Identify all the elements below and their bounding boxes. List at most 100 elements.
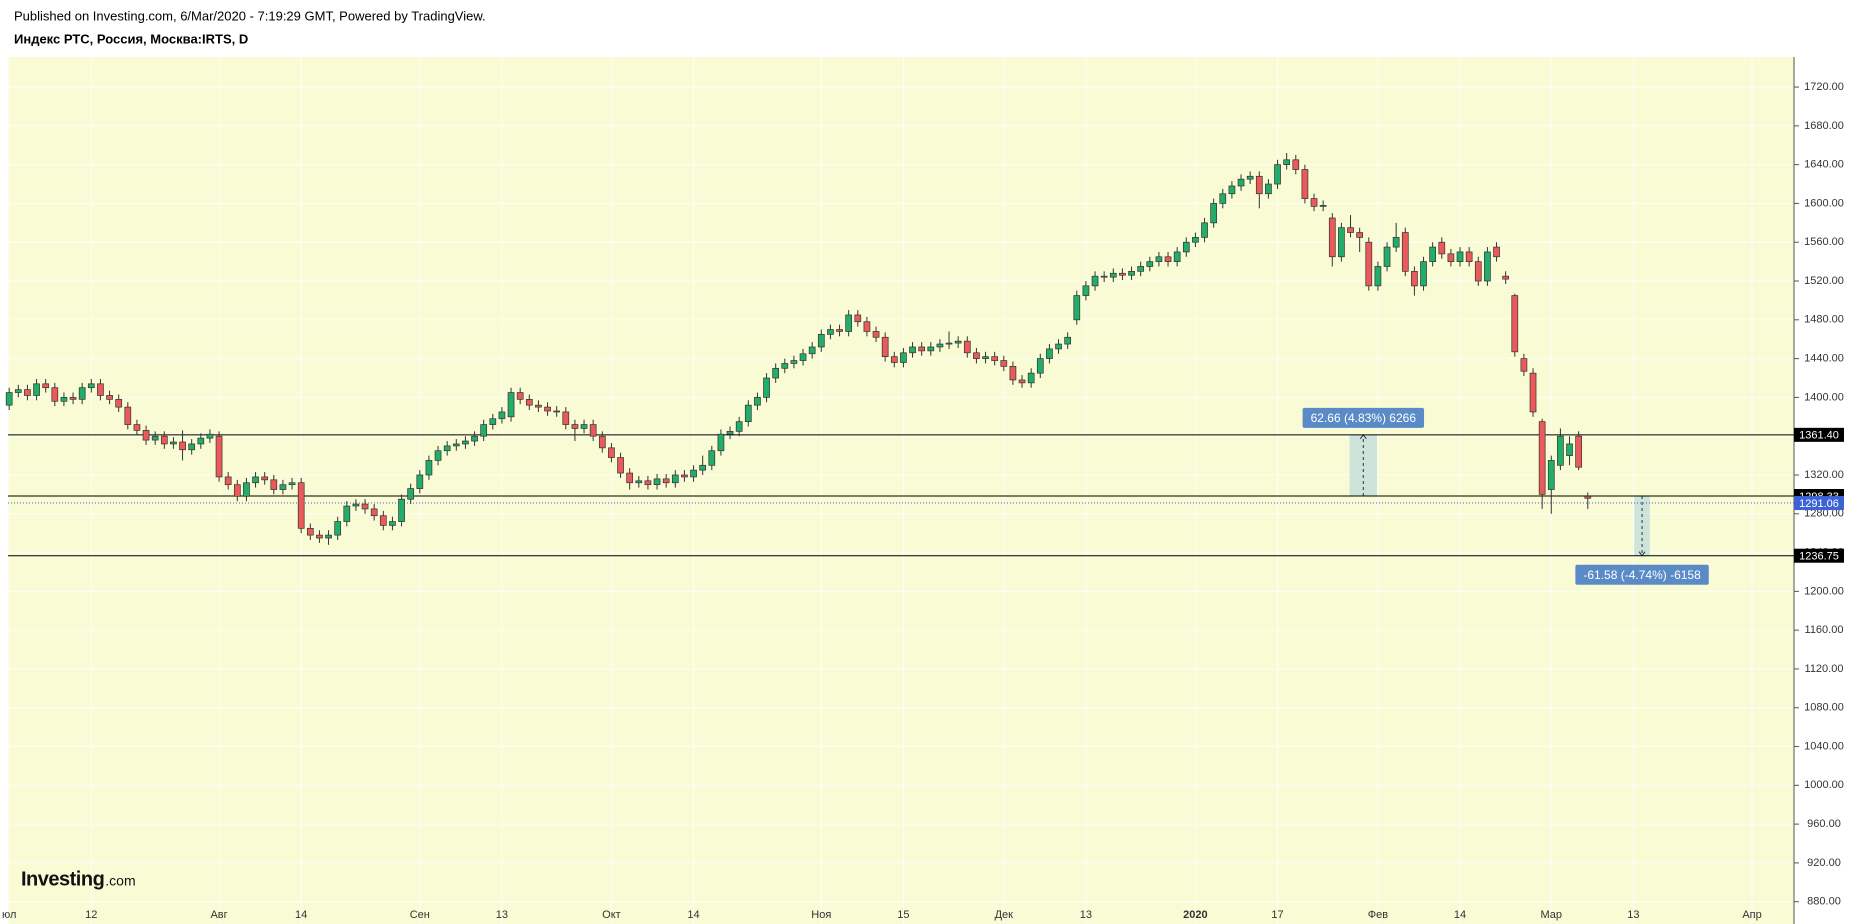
candle-body	[626, 472, 634, 484]
y-tick-label: 1000.00	[1804, 779, 1844, 791]
candle-body	[1292, 159, 1300, 170]
candle-body	[1356, 232, 1364, 238]
candle-body	[1246, 175, 1254, 180]
candle-body	[443, 445, 451, 452]
candle-body	[1392, 237, 1400, 248]
candle-body	[662, 478, 670, 484]
candle-body	[1547, 460, 1555, 490]
candle-body	[434, 450, 442, 461]
candle-body	[1520, 358, 1528, 372]
candle-body	[936, 343, 944, 348]
candle-body	[452, 443, 460, 447]
candle-body	[1283, 159, 1291, 165]
candle-body	[142, 430, 150, 441]
candle-body	[1328, 217, 1336, 258]
candle-body	[316, 534, 323, 539]
candle-body	[1137, 266, 1145, 272]
candle-body	[827, 329, 834, 335]
candle-body	[1055, 343, 1062, 350]
candle-body	[1265, 183, 1272, 195]
candle-body	[1493, 246, 1500, 258]
y-tick-label: 1320.00	[1804, 469, 1844, 481]
candle-body	[1347, 227, 1354, 233]
y-tick-label: 1640.00	[1804, 159, 1844, 171]
candle-body	[1429, 246, 1437, 262]
logo: Investing	[21, 868, 104, 890]
candle-body	[471, 435, 478, 442]
candle-body	[1365, 241, 1373, 287]
candle-body	[33, 383, 40, 396]
measure-box	[1634, 495, 1650, 556]
candle-body	[252, 476, 259, 484]
candle-body	[1082, 285, 1090, 296]
candle-body	[982, 356, 989, 359]
candle-body	[553, 410, 561, 413]
candle-body	[991, 356, 999, 361]
candle-body	[1474, 261, 1482, 282]
x-tick-label: 13	[1080, 909, 1092, 921]
candle-body	[717, 433, 725, 452]
last-price-tag	[1794, 496, 1844, 511]
candle-body	[151, 435, 159, 441]
candle-body	[306, 527, 314, 536]
candle-body	[224, 476, 232, 486]
candle-body	[772, 367, 780, 379]
candle-body	[854, 314, 862, 323]
candle-body	[690, 469, 697, 478]
candle-body	[1109, 272, 1117, 278]
x-tick-label: 2020	[1183, 909, 1207, 921]
annotation-box	[1575, 564, 1709, 585]
candle-body	[1255, 175, 1263, 195]
candle-body	[352, 503, 360, 507]
candle-body	[918, 346, 926, 352]
y-tick-label: 1560.00	[1804, 236, 1844, 248]
candle-body	[1420, 261, 1427, 287]
plot-area: 880.00 920.00 960.00 1000.00 1040.00 1080.00 1…	[2, 57, 1844, 924]
candle-body	[115, 398, 123, 408]
plot-background	[8, 57, 1794, 924]
x-tick-label: юл	[2, 909, 16, 921]
candle-body	[1119, 272, 1126, 276]
price-tag-label: 1361.40	[1799, 430, 1839, 442]
candle-body	[1000, 360, 1008, 367]
x-tick-label: Авг	[210, 909, 227, 921]
candle-body	[1411, 270, 1418, 287]
candle-body	[580, 424, 588, 429]
candle-body	[900, 352, 907, 363]
x-tick-label: 14	[687, 909, 699, 921]
x-tick-label: 14	[1454, 909, 1466, 921]
candle-body	[589, 424, 597, 437]
candle-body	[781, 363, 789, 369]
annotation-text: -61.58 (-4.74%) -6158	[1583, 568, 1701, 582]
x-tick-label: 13	[1627, 909, 1639, 921]
candle-body	[726, 430, 734, 435]
y-tick-label: 960.00	[1807, 818, 1841, 830]
candle-body	[1438, 241, 1446, 255]
candle-body	[1192, 237, 1199, 243]
candle-body	[1164, 256, 1172, 262]
candle-body	[1511, 295, 1519, 353]
y-tick-label: 880.00	[1807, 896, 1841, 908]
candle-body	[51, 387, 59, 402]
candle-body	[1182, 241, 1190, 253]
candle-body	[498, 411, 506, 420]
candle-body	[644, 480, 652, 486]
candle-body	[708, 450, 716, 466]
candle-body	[1073, 295, 1081, 321]
candle-body	[1566, 443, 1573, 456]
candle-body	[462, 440, 469, 445]
candle-body	[1447, 253, 1455, 262]
candle-body	[1529, 372, 1537, 413]
candle-body	[1557, 435, 1564, 466]
candle-body	[87, 383, 95, 389]
candle-body	[1128, 270, 1135, 276]
candle-body	[78, 387, 86, 400]
candle-body	[1100, 275, 1108, 278]
candle-body	[881, 336, 889, 358]
candle-body	[845, 314, 853, 332]
candle-body	[909, 346, 916, 354]
candle-body	[1465, 251, 1473, 262]
candle-body	[608, 447, 615, 458]
x-tick-label: Ноя	[811, 909, 831, 921]
